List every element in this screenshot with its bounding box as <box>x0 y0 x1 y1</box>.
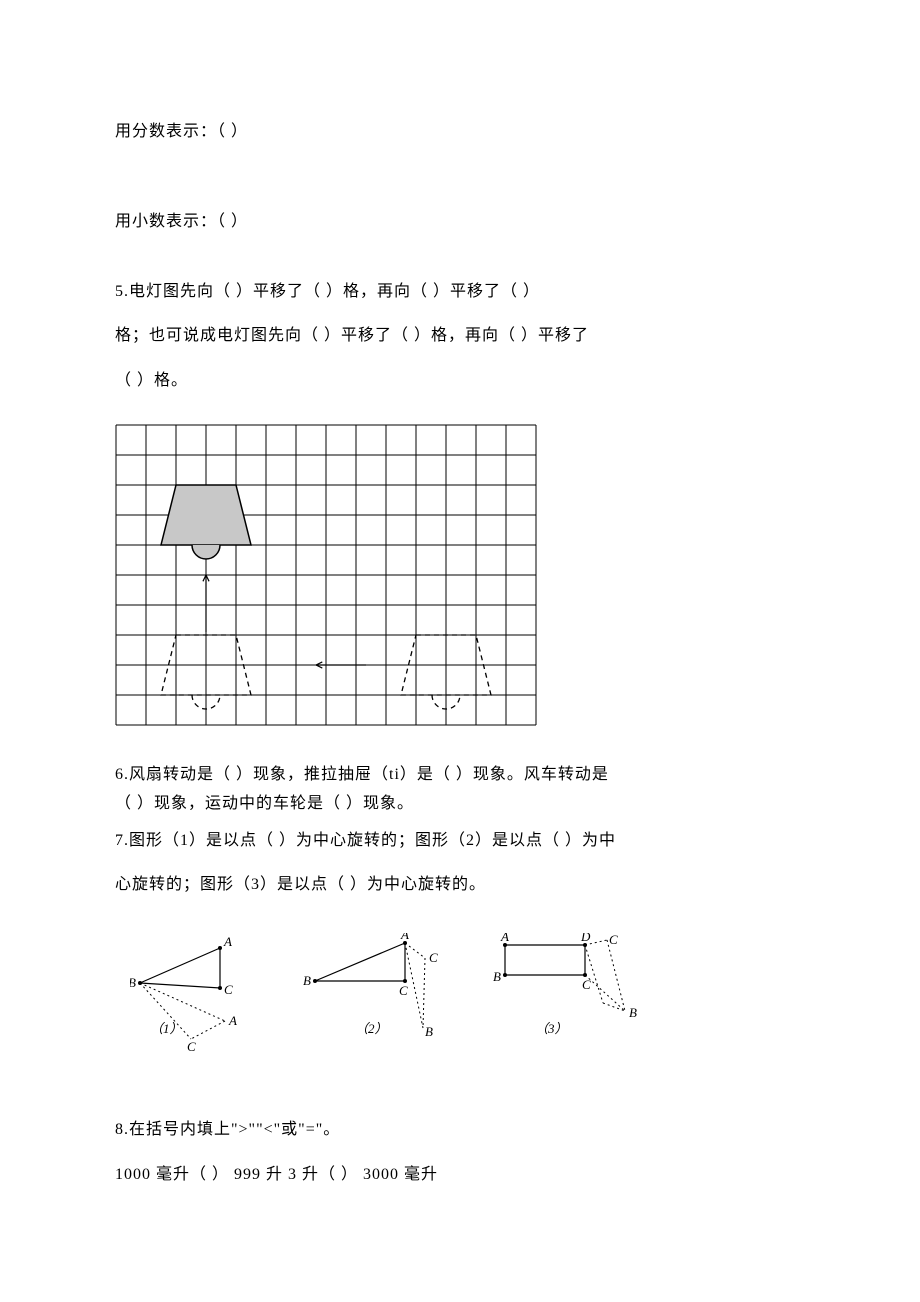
q8-line1: 8.在括号内填上">""<"或"="。 <box>115 1108 805 1153</box>
svg-text:B: B <box>303 973 311 988</box>
svg-text:（3）: （3） <box>535 1021 568 1036</box>
svg-text:A: A <box>400 933 409 942</box>
q7-line2: 心旋转的；图形（3）是以点（ ）为中心旋转的。 <box>115 863 805 908</box>
decimal-prompt: 用小数表示：（ ） <box>115 200 805 245</box>
q7-line1: 7.图形（1）是以点（ ）为中心旋转的；图形（2）是以点（ ）为中 <box>115 819 805 864</box>
fraction-prompt: 用分数表示：（ ） <box>115 110 805 155</box>
spacer <box>115 245 805 270</box>
q5-line3: （ ）格。 <box>115 359 805 404</box>
svg-text:C: C <box>429 950 438 965</box>
svg-text:B: B <box>130 975 136 990</box>
spacer <box>115 155 805 200</box>
lamp-grid-figure <box>115 424 805 731</box>
svg-text:C: C <box>399 983 408 998</box>
lamp-grid-svg <box>115 424 537 726</box>
q5-line2: 格；也可说成电灯图先向（ ）平移了（ ）格，再向（ ）平移了 <box>115 314 805 359</box>
svg-text:A: A <box>228 1013 237 1028</box>
q5-line1: 5.电灯图先向（ ）平移了（ ）格，再向（ ）平移了（ ） <box>115 270 805 315</box>
q6-line2: （ ）现象，运动中的车轮是（ ）现象。 <box>115 790 805 819</box>
q6-line1: 6.风扇转动是（ ）现象，推拉抽屉（ti）是（ ）现象。风车转动是 <box>115 761 805 790</box>
svg-text:（2）: （2） <box>355 1021 388 1036</box>
svg-text:A: A <box>500 933 509 944</box>
svg-text:B: B <box>493 969 501 984</box>
svg-text:C: C <box>609 933 618 947</box>
q8-line2: 1000 毫升（ ） 999 升 3 升（ ） 3000 毫升 <box>115 1153 805 1198</box>
svg-text:C: C <box>187 1039 196 1054</box>
svg-text:B: B <box>425 1024 433 1039</box>
svg-text:B: B <box>629 1005 637 1020</box>
svg-text:（1）: （1） <box>150 1021 183 1036</box>
triangles-svg: ABCAC（1）ABCCB（2）ADBCCB（3） <box>130 933 670 1063</box>
triangles-figure: ABCAC（1）ABCCB（2）ADBCCB（3） <box>115 933 805 1068</box>
svg-text:A: A <box>223 934 232 949</box>
svg-text:C: C <box>224 982 233 997</box>
svg-text:D: D <box>580 933 591 944</box>
